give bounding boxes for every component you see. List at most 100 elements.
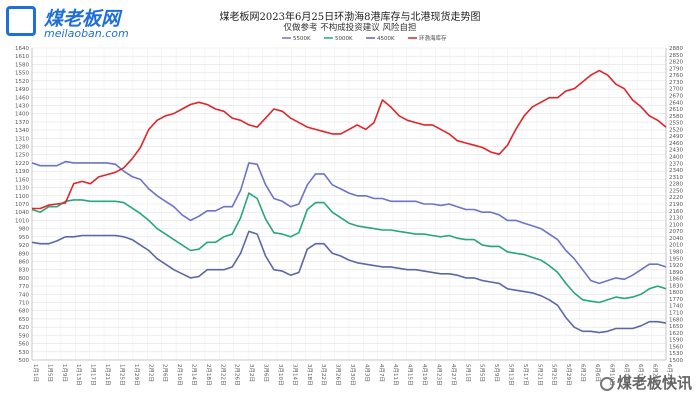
x-tick-label: 6月2日 bbox=[580, 364, 587, 382]
x-tick-label: 6月14日 bbox=[623, 364, 630, 386]
y-right-tick-label: 1830 bbox=[669, 283, 683, 289]
y-right-tick-label: 1890 bbox=[669, 270, 683, 276]
legend-label-3: 环渤海库存 bbox=[419, 34, 447, 42]
y-left-tick-label: 1310 bbox=[15, 136, 29, 142]
x-tick-label: 1月5日 bbox=[46, 364, 53, 382]
y-left-tick-label: 560 bbox=[19, 342, 30, 348]
x-tick-label: 5月29日 bbox=[565, 364, 572, 386]
y-right-tick-label: 1740 bbox=[669, 304, 683, 310]
x-tick-label: 3月6日 bbox=[263, 364, 270, 382]
x-tick-label: 2月14日 bbox=[191, 364, 198, 386]
x-tick-label: 5月5日 bbox=[479, 364, 486, 382]
y-right-tick-label: 2760 bbox=[669, 73, 683, 79]
x-tick-label: 1月9日 bbox=[61, 364, 68, 382]
y-right-tick-label: 1500 bbox=[669, 358, 683, 364]
x-tick-label: 1月17日 bbox=[90, 364, 97, 386]
y-left-tick-label: 1010 bbox=[15, 218, 29, 224]
y-right-tick-label: 2610 bbox=[669, 107, 683, 113]
y-left-tick-label: 1520 bbox=[15, 79, 29, 85]
x-tick-label: 2月26日 bbox=[234, 364, 241, 386]
x-tick-label: 2月2日 bbox=[147, 364, 154, 382]
x-tick-label: 4月27日 bbox=[450, 364, 457, 386]
x-tick-label: 6月18日 bbox=[637, 364, 644, 386]
y-right-tick-label: 2640 bbox=[669, 100, 683, 106]
series-line-1 bbox=[31, 192, 667, 304]
y-right-tick-label: 2850 bbox=[669, 53, 683, 59]
x-tick-label: 5月1日 bbox=[464, 364, 471, 382]
y-left-tick-label: 590 bbox=[19, 333, 30, 339]
y-right-tick-label: 2280 bbox=[669, 182, 683, 188]
x-tick-label: 1月21日 bbox=[104, 364, 111, 386]
y-left-tick-label: 1580 bbox=[15, 62, 29, 68]
y-right-tick-label: 1800 bbox=[669, 290, 683, 296]
y-left-tick-label: 830 bbox=[19, 268, 30, 274]
x-tick-label: 6月6日 bbox=[594, 364, 601, 382]
y-left-tick-label: 680 bbox=[19, 309, 30, 315]
x-tick-label: 1月29日 bbox=[133, 364, 140, 386]
y-left-tick-label: 1220 bbox=[15, 161, 29, 167]
y-left-tick-label: 1340 bbox=[15, 128, 29, 134]
y-right-tick-label: 2520 bbox=[669, 127, 683, 133]
y-right-tick-label: 2130 bbox=[669, 216, 683, 222]
x-tick-label: 4月19日 bbox=[421, 364, 428, 386]
x-tick-label: 3月18日 bbox=[306, 364, 313, 386]
x-tick-label: 1月13日 bbox=[75, 364, 82, 386]
y-right-tick-label: 1650 bbox=[669, 324, 683, 330]
y-left-tick-label: 530 bbox=[19, 350, 30, 356]
y-left-tick-label: 1190 bbox=[15, 169, 29, 175]
y-right-tick-label: 2820 bbox=[669, 60, 683, 66]
y-right-tick-label: 2880 bbox=[669, 46, 683, 52]
y-right-tick-label: 1950 bbox=[669, 256, 683, 262]
y-right-tick-label: 1680 bbox=[669, 317, 683, 323]
y-right-tick-label: 2070 bbox=[669, 229, 683, 235]
y-left-tick-label: 1040 bbox=[15, 210, 29, 216]
y-right-tick-label: 2730 bbox=[669, 80, 683, 86]
site-logo: 煤老板网 meilaoban.com bbox=[6, 4, 196, 40]
x-tick-label: 5月13日 bbox=[508, 364, 515, 386]
y-right-tick-label: 2430 bbox=[669, 148, 683, 154]
x-tick-label: 4月3日 bbox=[363, 364, 370, 382]
y-left-tick-label: 1550 bbox=[15, 71, 29, 77]
y-right-tick-label: 2670 bbox=[669, 93, 683, 99]
y-right-tick-label: 1560 bbox=[669, 344, 683, 350]
y-right-tick-label: 2550 bbox=[669, 121, 683, 127]
legend-label-1: 5000K bbox=[335, 36, 353, 42]
y-left-tick-label: 650 bbox=[19, 317, 30, 323]
y-right-tick-label: 1860 bbox=[669, 277, 683, 283]
y-left-tick-label: 860 bbox=[19, 259, 30, 265]
y-left-tick-label: 1640 bbox=[15, 46, 29, 52]
x-tick-label: 4月23日 bbox=[435, 364, 442, 386]
y-right-tick-label: 1920 bbox=[669, 263, 683, 269]
x-tick-label: 3月30日 bbox=[349, 364, 356, 386]
y-right-tick-label: 2220 bbox=[669, 195, 683, 201]
y-right-tick-label: 2790 bbox=[669, 66, 683, 72]
y-right-tick-label: 2100 bbox=[669, 222, 683, 228]
y-left-tick-label: 980 bbox=[19, 227, 30, 233]
y-right-tick-label: 2310 bbox=[669, 175, 683, 181]
y-left-tick-label: 1130 bbox=[15, 186, 29, 192]
y-left-tick-label: 1610 bbox=[15, 54, 29, 60]
chart-title: 煤老板网2023年6月25日环渤海8港库存与北港现货走势图 bbox=[219, 12, 481, 23]
y-left-tick-label: 740 bbox=[19, 292, 30, 298]
y-right-tick-label: 1620 bbox=[669, 331, 683, 337]
watermark: 煤老板快讯 bbox=[599, 372, 692, 393]
y-left-tick-label: 710 bbox=[19, 301, 30, 307]
y-left-tick-label: 1370 bbox=[15, 120, 29, 126]
y-right-tick-label: 1530 bbox=[669, 351, 683, 357]
x-tick-label: 3月14日 bbox=[291, 364, 298, 386]
y-left-tick-label: 500 bbox=[19, 358, 30, 364]
y-right-tick-label: 1590 bbox=[669, 338, 683, 344]
y-left-tick-label: 1490 bbox=[15, 87, 29, 93]
series-line-0 bbox=[31, 160, 667, 285]
x-tick-label: 6月22日 bbox=[652, 364, 659, 386]
y-right-tick-label: 2340 bbox=[669, 168, 683, 174]
wechat-icon bbox=[599, 376, 614, 391]
y-left-tick-label: 1250 bbox=[15, 153, 29, 159]
logo-text: 煤老板网 bbox=[44, 8, 121, 30]
y-right-tick-label: 2580 bbox=[669, 114, 683, 120]
y-right-tick-label: 2460 bbox=[669, 141, 683, 147]
y-left-tick-label: 1280 bbox=[15, 145, 29, 151]
y-left-tick-label: 950 bbox=[19, 235, 30, 241]
y-left-tick-label: 1460 bbox=[15, 95, 29, 101]
